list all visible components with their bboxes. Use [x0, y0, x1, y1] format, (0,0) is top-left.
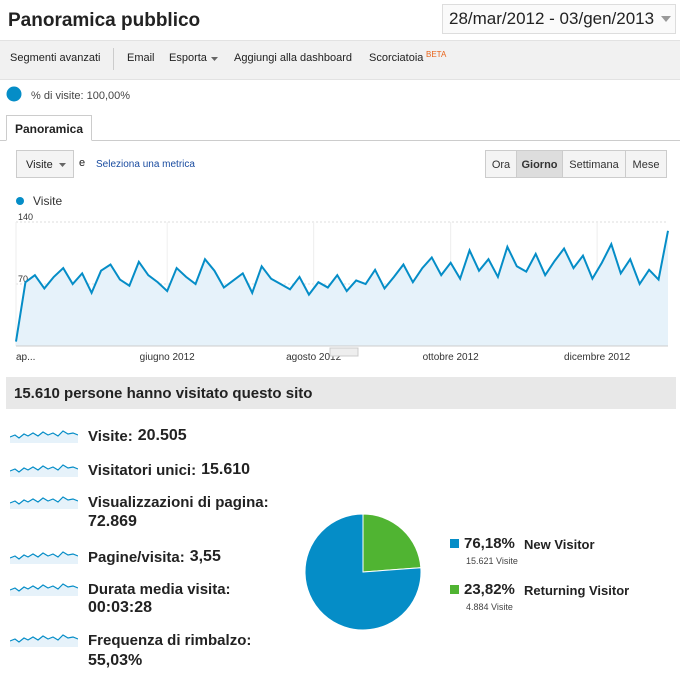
- y-tick-label: 140: [18, 212, 33, 222]
- legend-swatch: [450, 539, 459, 548]
- toolbar-item[interactable]: Segmenti avanzati: [10, 52, 101, 64]
- metric-dropdown[interactable]: Visite: [16, 150, 74, 178]
- x-tick-label: agosto 2012: [286, 352, 341, 363]
- sparkline-path: [10, 551, 78, 560]
- period-button[interactable]: Settimana: [562, 150, 626, 178]
- metric-value: 55,03%: [88, 652, 143, 669]
- summary-headline: 15.610 persone hanno visitato questo sit…: [14, 385, 313, 402]
- period-button[interactable]: Mese: [625, 150, 667, 178]
- legend-label: New Visitor: [524, 537, 595, 552]
- conjunction: e: [79, 157, 86, 169]
- metric-label: Frequenza di rimbalzo:: [88, 632, 252, 649]
- sparkline-path: [10, 464, 78, 473]
- sparkline: [10, 583, 78, 596]
- pie-slice: [304, 513, 422, 631]
- beta-badge: BETA: [426, 50, 447, 59]
- metric-value: 20.505: [137, 427, 187, 444]
- legend-label: Visite: [33, 194, 62, 208]
- summary-banner: 15.610 persone hanno visitato questo sit…: [6, 377, 676, 409]
- dropdown-arrow: [661, 16, 671, 22]
- sparkline-path: [10, 635, 78, 647]
- sparkline-path: [10, 497, 78, 509]
- sparkline-path: [10, 431, 78, 443]
- pie-slice: [362, 513, 422, 573]
- sparkline: [10, 634, 78, 647]
- page-title: Panoramica pubblico: [8, 10, 201, 31]
- x-tick-label: ottobre 2012: [423, 352, 480, 363]
- tab-line: [0, 140, 680, 141]
- dropdown-arrow: [211, 57, 218, 61]
- toolbar-item[interactable]: Email: [127, 52, 155, 64]
- sparkline: [10, 430, 78, 443]
- metric-value: 3,55: [189, 548, 221, 565]
- toolbar-item[interactable]: Scorciatoia: [369, 52, 424, 64]
- metric-value: 15.610: [201, 461, 251, 478]
- pie-value-label: 23,82%: [464, 581, 515, 598]
- line-chart: Visite 70 140 ap... giugno 2012 agosto 2012 ot…: [15, 194, 669, 363]
- legend-marker: [16, 197, 24, 205]
- x-tick-label: dicembre 2012: [564, 352, 631, 363]
- x-tick-label: ap...: [16, 352, 35, 363]
- tab[interactable]: Panoramica: [6, 115, 92, 141]
- pie-chart: [304, 513, 422, 631]
- dropdown-arrow: [59, 163, 66, 167]
- date-picker[interactable]: 28/mar/2012 - 03/gen/2013: [442, 4, 676, 34]
- toolbar-item[interactable]: Esporta: [169, 52, 207, 64]
- pie-value-label: 76,18%: [464, 535, 515, 552]
- legend-sublabel: 15.621 Visite: [466, 556, 518, 566]
- sparkline-path: [10, 430, 78, 439]
- segment-icon: [6, 86, 22, 102]
- sparkline-path: [10, 584, 78, 596]
- sparkline-path: [10, 552, 78, 564]
- metric-label: Durata media visita:: [88, 581, 231, 598]
- metric-label: Pagine/visita:: [88, 549, 185, 566]
- legend-swatch: [450, 585, 459, 594]
- period-button[interactable]: Ora: [485, 150, 517, 178]
- sparkline-path: [10, 583, 78, 592]
- sparkline-path: [10, 496, 78, 505]
- toolbar-item[interactable]: Aggiungi alla dashboard: [234, 52, 353, 64]
- metric-label: Visualizzazioni di pagina:: [88, 494, 269, 511]
- sparkline-path: [10, 465, 78, 477]
- area: [16, 230, 668, 346]
- period-button[interactable]: Giorno: [516, 150, 563, 178]
- metric-label: Visitatori unici:: [88, 462, 197, 479]
- scroll-handle: [329, 347, 359, 357]
- sparkline: [10, 551, 78, 564]
- date-range: 28/mar/2012 - 03/gen/2013: [449, 9, 655, 28]
- metric-link[interactable]: Seleziona una metrica: [96, 159, 195, 170]
- metric: Visite: [26, 159, 53, 171]
- sparkline-path: [10, 634, 78, 643]
- metric-value: 72.869: [88, 513, 137, 530]
- y-tick-label: 70: [18, 274, 28, 284]
- metric-label: Visite:: [88, 428, 133, 445]
- line: [15, 230, 669, 342]
- metric-value: 00:03:28: [88, 599, 153, 616]
- sparkline: [10, 496, 78, 509]
- sparkline: [10, 464, 78, 477]
- separator: [113, 48, 114, 70]
- legend-label: Returning Visitor: [524, 583, 630, 598]
- legend-sublabel: 4.884 Visite: [466, 602, 513, 612]
- segment-label: % di visite: 100,00%: [31, 90, 131, 102]
- x-tick-label: giugno 2012: [140, 352, 195, 363]
